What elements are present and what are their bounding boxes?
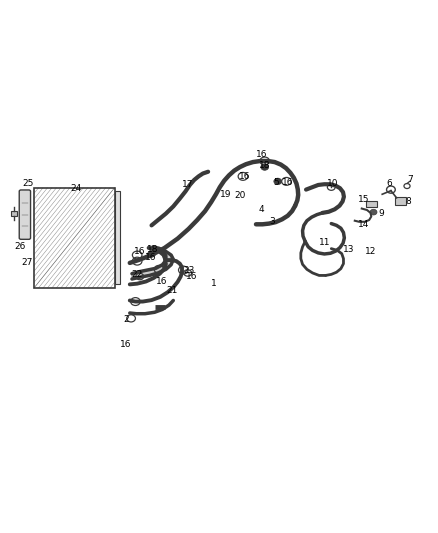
Text: 26: 26 xyxy=(14,243,25,252)
Text: 16: 16 xyxy=(256,150,268,159)
Text: 24: 24 xyxy=(71,184,82,193)
Text: 18: 18 xyxy=(147,245,159,254)
Text: 3: 3 xyxy=(269,217,275,227)
Bar xyxy=(34,188,115,288)
Text: 4: 4 xyxy=(259,206,265,214)
Text: 7: 7 xyxy=(407,175,413,184)
FancyBboxPatch shape xyxy=(19,190,31,239)
Circle shape xyxy=(148,251,155,257)
Bar xyxy=(395,197,406,205)
Text: 19: 19 xyxy=(220,190,231,199)
Text: 10: 10 xyxy=(327,179,339,188)
Text: 14: 14 xyxy=(358,220,369,229)
Text: 13: 13 xyxy=(343,245,354,254)
Text: 15: 15 xyxy=(358,195,369,204)
Text: 16: 16 xyxy=(156,277,167,286)
Text: 12: 12 xyxy=(365,247,376,256)
Text: 25: 25 xyxy=(23,179,34,188)
Polygon shape xyxy=(132,247,173,279)
Text: 16: 16 xyxy=(239,172,250,181)
Text: 11: 11 xyxy=(318,238,330,247)
Text: 20: 20 xyxy=(234,191,246,200)
Circle shape xyxy=(274,178,282,184)
Text: 17: 17 xyxy=(182,181,194,189)
Text: 6: 6 xyxy=(387,179,392,188)
Text: 2: 2 xyxy=(124,315,129,324)
Text: 16: 16 xyxy=(282,178,293,187)
Text: 8: 8 xyxy=(406,197,411,206)
Text: 22: 22 xyxy=(131,270,143,279)
Circle shape xyxy=(261,164,268,170)
Text: 1: 1 xyxy=(211,279,217,288)
Text: 21: 21 xyxy=(166,286,178,295)
Text: 27: 27 xyxy=(21,258,32,266)
Text: 16: 16 xyxy=(145,253,156,262)
Bar xyxy=(11,211,18,216)
Bar xyxy=(366,201,377,207)
Text: 16: 16 xyxy=(120,340,131,349)
Text: 16: 16 xyxy=(134,247,145,256)
Text: 16: 16 xyxy=(186,272,198,281)
Text: 23: 23 xyxy=(184,266,195,275)
Circle shape xyxy=(370,209,377,215)
Text: 5: 5 xyxy=(274,178,279,187)
Bar xyxy=(115,191,120,285)
Text: 9: 9 xyxy=(378,209,384,218)
Text: 18: 18 xyxy=(259,161,270,170)
